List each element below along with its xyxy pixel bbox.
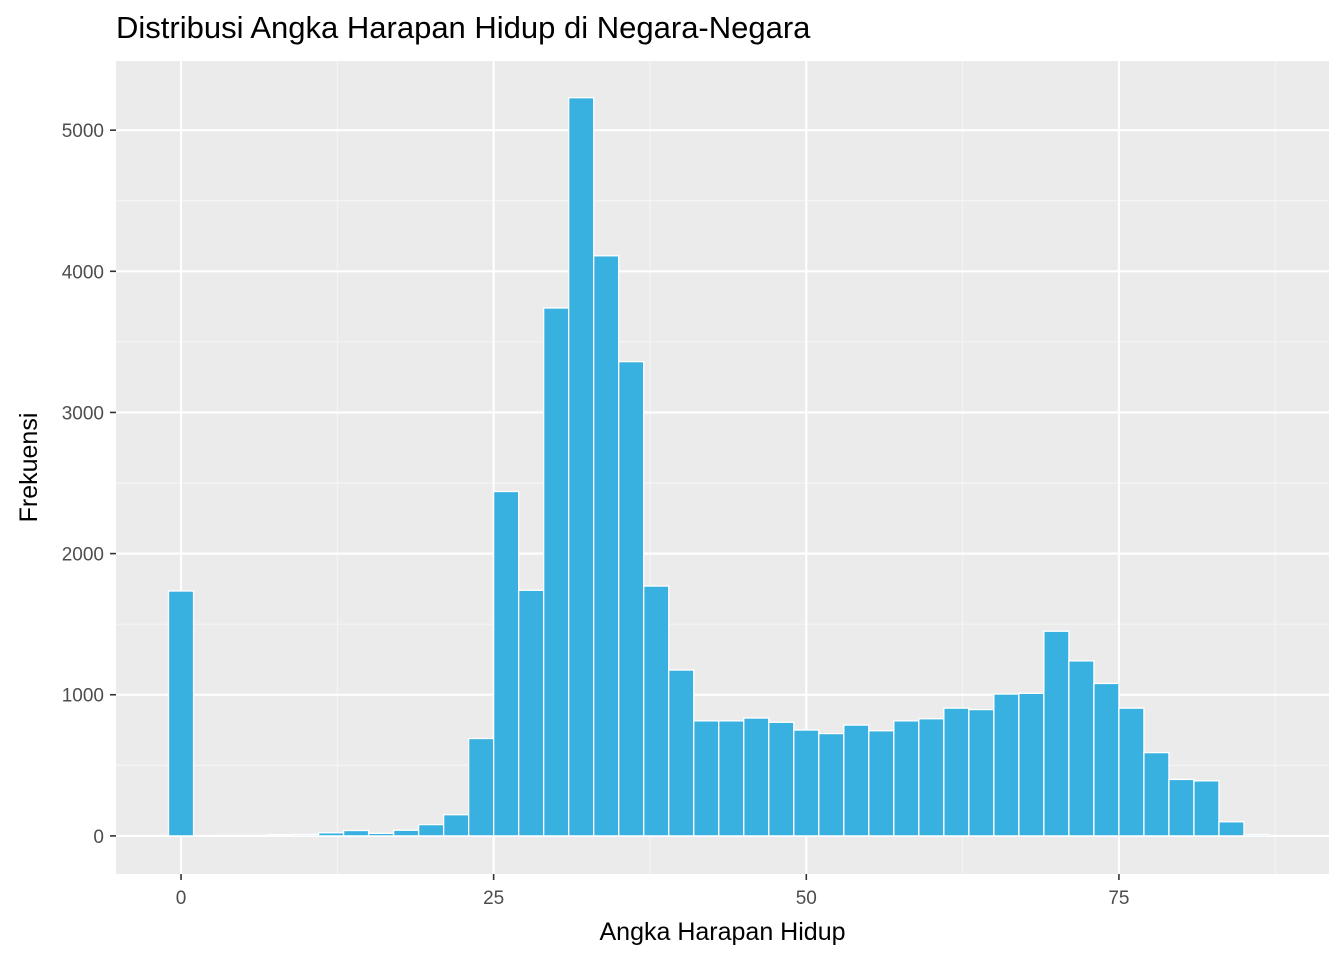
histogram-bar	[467, 737, 495, 837]
histogram-bar	[292, 833, 320, 837]
y-tick-label: 0	[93, 827, 104, 848]
y-axis: 0 1000 2000 3000 4000 5000	[62, 121, 116, 848]
histogram-bar	[417, 823, 445, 837]
x-tick-label: 25	[483, 888, 504, 909]
histogram-bar	[493, 490, 520, 837]
histogram-bar	[793, 729, 820, 837]
histogram-bar	[1068, 660, 1095, 837]
minor-gridlines	[116, 61, 1329, 874]
histogram-bar	[1218, 821, 1245, 837]
histogram-bar	[1118, 707, 1145, 837]
histogram-bar	[242, 834, 270, 837]
histogram-bar	[918, 718, 945, 837]
histogram-bar	[1043, 630, 1070, 837]
histogram-bar	[442, 814, 470, 837]
histogram-bar	[943, 707, 970, 837]
histogram-bar	[593, 255, 620, 837]
histogram-bar	[1243, 833, 1270, 837]
y-axis-title: Frekuensi	[15, 413, 43, 523]
histogram-bar	[693, 720, 720, 837]
histogram-bar	[768, 721, 795, 837]
histogram-bar	[893, 720, 920, 837]
histogram-bar	[818, 732, 845, 837]
histogram-bars	[167, 97, 1270, 837]
histogram-bar	[568, 97, 595, 837]
x-tick-label: 50	[796, 888, 817, 909]
histogram-bar	[1018, 692, 1045, 837]
histogram-bar	[968, 708, 995, 837]
histogram-bar	[1093, 682, 1120, 837]
histogram-bar	[843, 724, 870, 837]
y-tick-label: 3000	[62, 403, 104, 424]
histogram-bar	[367, 832, 395, 837]
histogram-bar	[1143, 751, 1170, 837]
histogram-bar	[668, 669, 695, 837]
histogram-bar	[618, 360, 645, 837]
histogram-bar	[518, 589, 545, 837]
histogram-bar	[868, 730, 895, 837]
y-tick-label: 5000	[62, 121, 104, 142]
histogram-bar	[718, 720, 745, 837]
x-tick-label: 75	[1108, 888, 1129, 909]
x-axis: 0 25 50 75	[176, 874, 1129, 909]
histogram-bar	[167, 590, 195, 837]
y-tick-label: 4000	[62, 262, 104, 283]
histogram-bar	[543, 307, 570, 837]
histogram-bar	[342, 829, 370, 837]
histogram-bar	[643, 585, 670, 837]
histogram-bar	[993, 693, 1020, 837]
x-tick-label: 0	[176, 888, 187, 909]
histogram-bar	[743, 717, 770, 837]
y-tick-label: 2000	[62, 545, 104, 566]
histogram-bar	[317, 832, 345, 837]
major-gridlines	[116, 61, 1329, 874]
histogram-bar	[267, 834, 295, 837]
y-tick-label: 1000	[62, 686, 104, 707]
chart-title: Distribusi Angka Harapan Hidup di Negara…	[116, 10, 811, 45]
histogram-bar	[1168, 778, 1195, 837]
histogram-bar	[392, 829, 420, 837]
histogram-bar	[1193, 780, 1220, 837]
x-axis-title: Angka Harapan Hidup	[600, 918, 846, 946]
